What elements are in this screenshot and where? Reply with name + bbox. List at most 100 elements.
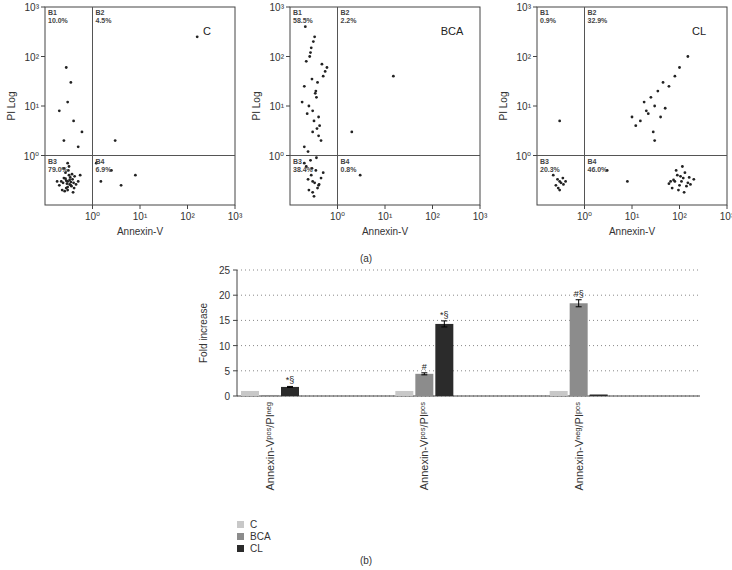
point [69,176,72,179]
y-tick [233,320,237,321]
point [311,130,314,133]
gate-line [537,155,727,156]
point [311,109,314,112]
point [309,51,312,54]
point [77,180,80,183]
x-tick-label: 10³ [720,211,732,222]
point [309,159,312,162]
x-tick-label: 10² [672,211,687,222]
point [647,112,650,115]
point [321,63,324,66]
x-axis [237,396,700,397]
quadrant-percent: 20.3% [540,166,561,173]
y-tick-label: 10² [517,52,532,63]
significance-mark: # [422,362,427,372]
y-tick [533,155,537,156]
point [66,186,69,189]
point [689,183,692,186]
point [678,184,681,187]
point [310,174,313,177]
quadrant-name: B1 [48,9,57,16]
y-tick-label: 10⁰ [516,151,531,162]
point [314,92,317,95]
point [626,180,629,183]
error-cap [441,320,447,321]
bar [590,394,608,396]
point [552,174,555,177]
point [315,96,318,99]
x-tick [480,205,481,209]
y-tick [41,7,45,8]
error-cap [421,374,427,375]
point [392,75,395,78]
point [303,145,306,148]
point [359,174,362,177]
error-bar [287,386,293,387]
x-tick-label: 10³ [228,211,243,222]
scatter-panel: 10⁰10¹10²10³10⁰10¹10²10³Annexin-VPI LogB… [498,2,732,237]
quadrant-name: B4 [96,158,105,165]
point [645,109,648,112]
quadrant-percent: 38.4% [293,166,314,173]
plot-frame [45,7,235,205]
point [313,35,316,38]
gate-line [290,155,480,156]
point [73,175,76,178]
grid-line [237,295,700,296]
error-cap [441,326,447,327]
points [301,25,395,197]
y-tick [233,270,237,271]
y-tick-label: 10² [25,52,40,63]
y-tick [533,106,537,107]
quadrant-percent: 2.2% [341,17,358,24]
caption: (a) [360,253,372,264]
quadrant-percent: 0.9% [540,17,557,24]
quadrant-percent: 79.0% [48,166,69,173]
bar [550,391,568,396]
gate-line [92,7,93,205]
bar [281,387,299,396]
x-tick-label: 10³ [473,211,488,222]
x-tick-label: Annexin-Vᵖᵒˢ/PIᵖᵒˢ [418,402,430,491]
y-tick [233,295,237,296]
point [63,190,66,193]
point [68,165,71,168]
y-axis-label: PI Log [6,92,17,121]
point [683,191,686,194]
bar [570,303,588,396]
point [675,169,678,172]
point [310,46,313,49]
quadrant-name: B4 [341,158,350,165]
grid-line [237,345,700,346]
quadrant-name: B3 [540,158,549,165]
point [312,40,315,43]
point [653,105,656,108]
point [643,101,646,104]
point [99,180,102,183]
x-tick [140,205,141,209]
y-axis [237,270,238,396]
gate-line [337,7,338,205]
point [306,112,309,115]
quadrant-name: B3 [48,158,57,165]
grid-line [237,270,700,271]
scatter-panel: 10⁰10¹10²10³10⁰10¹10²10³Annexin-VPI LogB… [251,2,488,237]
caption: (b) [360,555,372,566]
point [311,191,314,194]
error-cap [576,299,582,300]
x-tick-label: 10⁰ [577,211,592,222]
point [652,130,655,133]
x-tick [337,205,338,209]
point [313,120,316,123]
quadrant-percent: 6.9% [96,166,113,173]
gate-line [45,155,235,156]
x-tick [727,205,728,209]
x-tick-label: 10¹ [133,211,148,222]
point [656,90,659,93]
point [653,139,656,142]
quadrant-percent: 58.5% [293,17,314,24]
y-tick [41,56,45,57]
point [681,165,684,168]
point [77,145,80,148]
point [314,169,317,172]
